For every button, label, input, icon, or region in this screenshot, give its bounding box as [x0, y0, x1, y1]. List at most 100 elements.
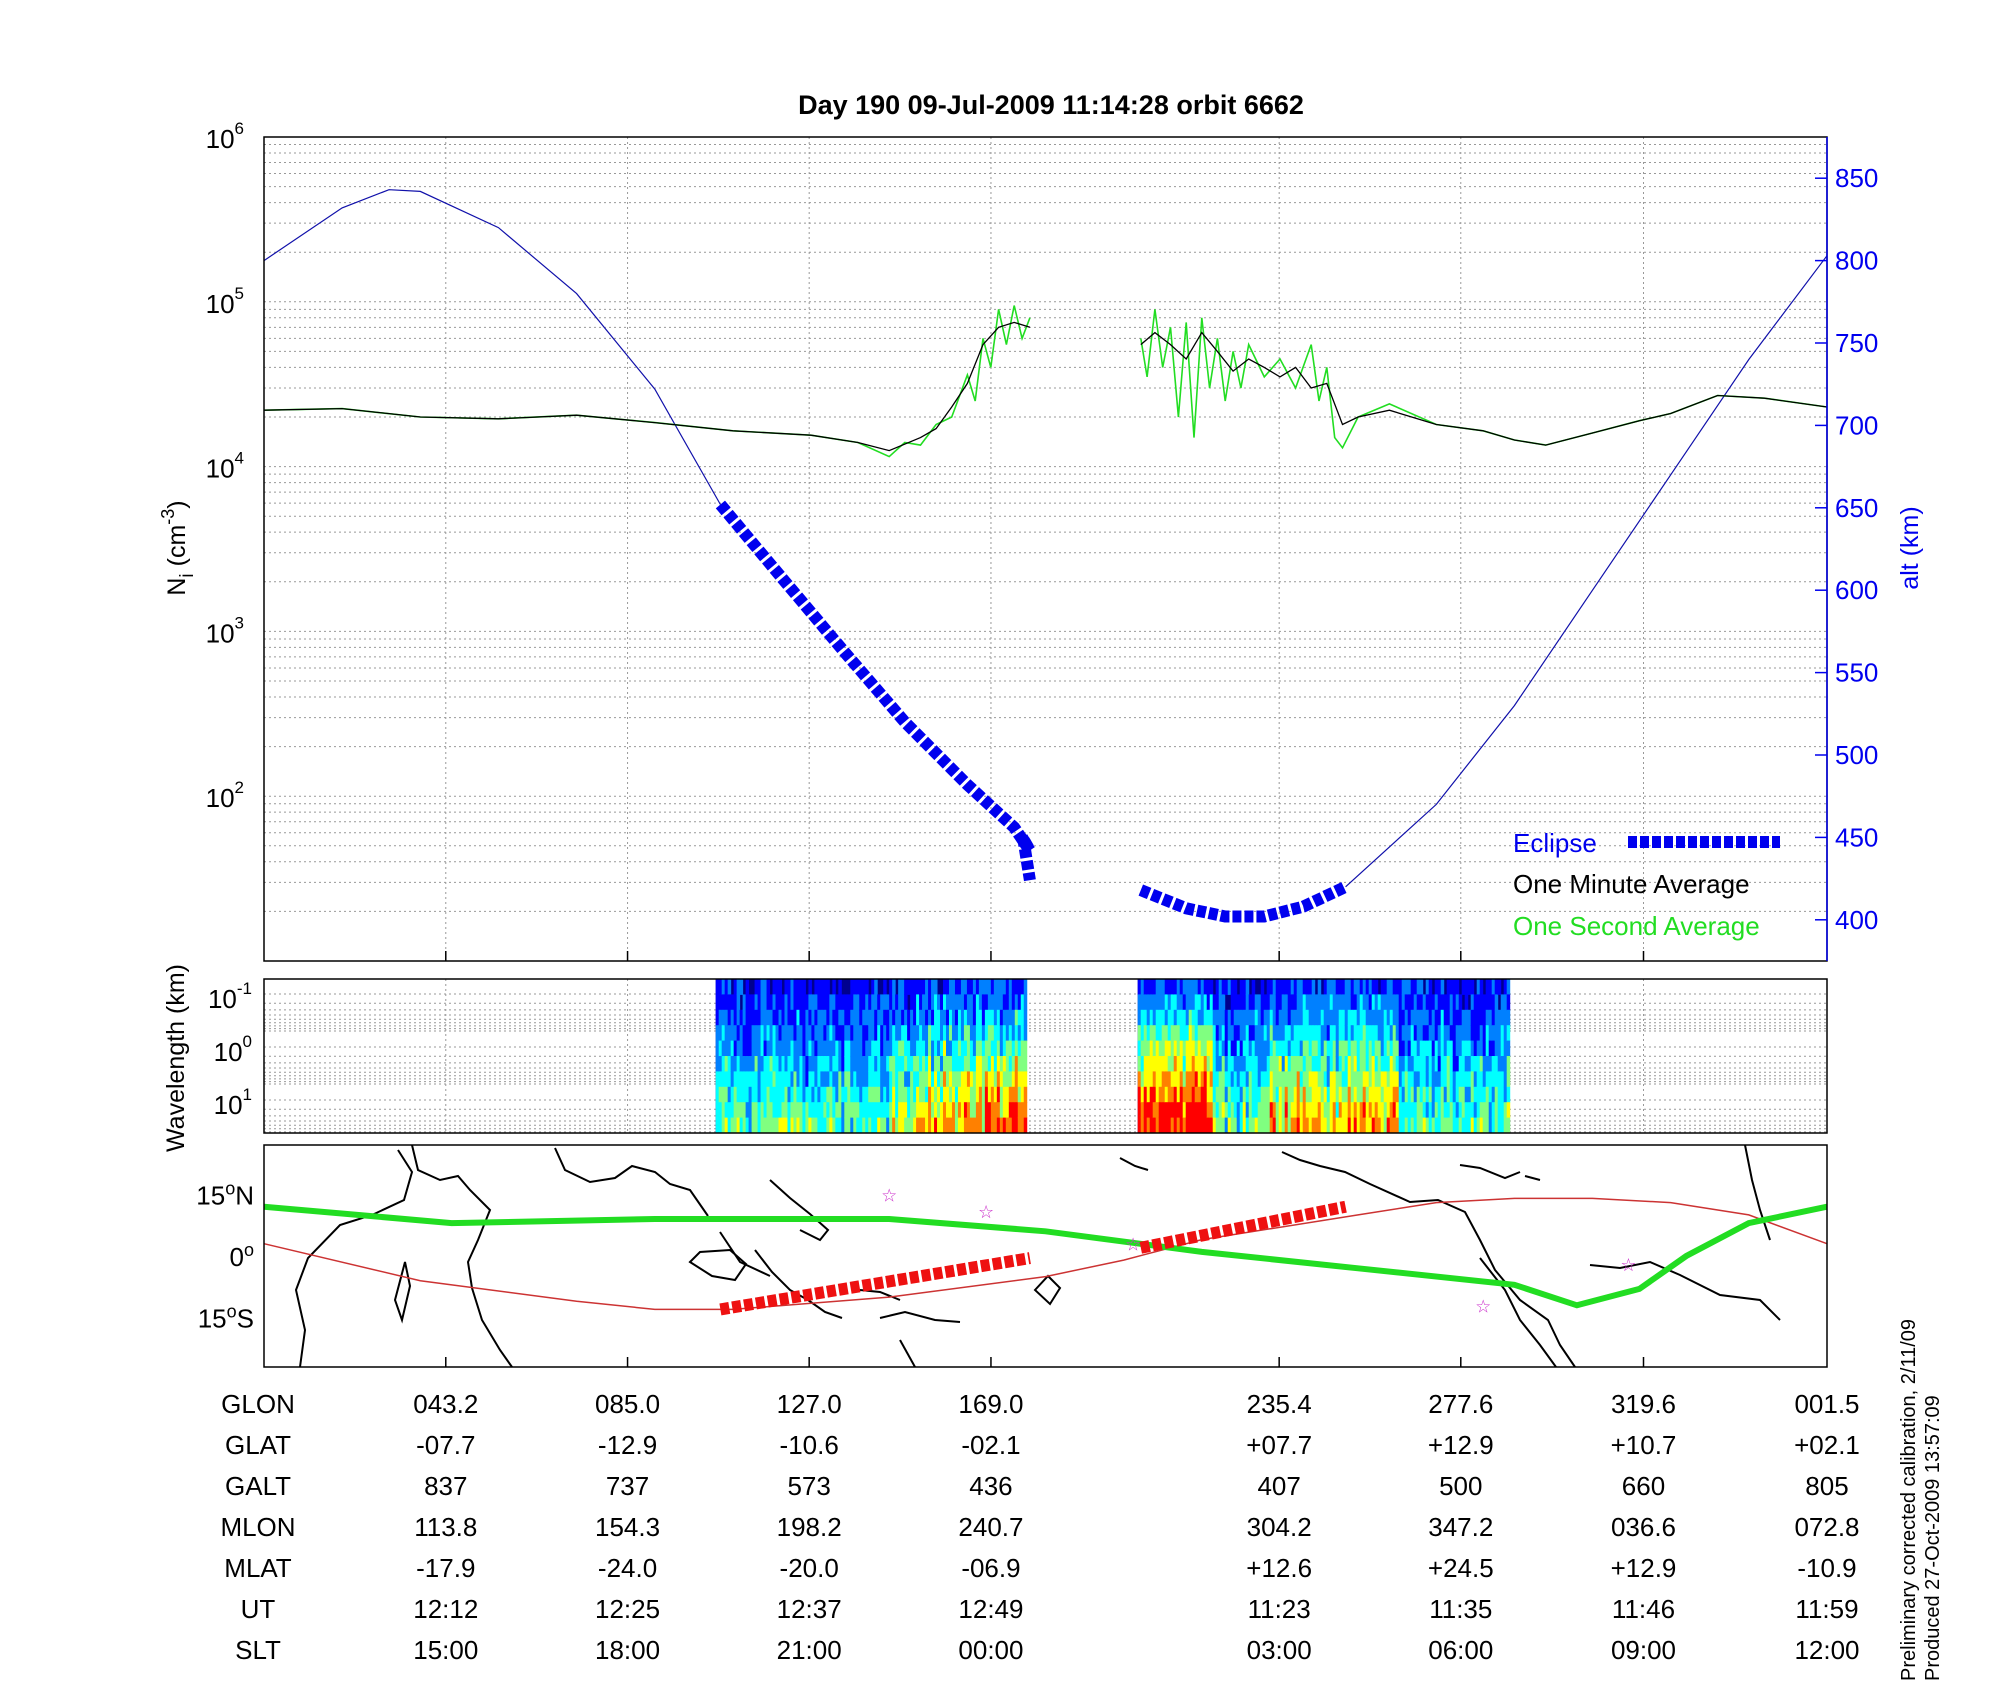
table-cell: 500	[1439, 1471, 1482, 1501]
table-cell: -20.0	[780, 1553, 839, 1583]
star-marker: ☆	[1475, 1296, 1491, 1317]
table-cell: 085.0	[595, 1389, 660, 1419]
density-panel: 102 103 104 105 106 400 450 500 550 600 650 700 750…	[158, 119, 1924, 962]
y-tick-label: 102	[206, 778, 244, 813]
series-line-one-minute-average	[1140, 331, 1828, 446]
y-right-tick-label: 700	[1835, 410, 1878, 440]
y-axis-label-density: Ni (cm-3)	[158, 500, 198, 595]
table-cell: 235.4	[1247, 1389, 1312, 1419]
table-cell: 837	[424, 1471, 467, 1501]
table-cell: 12:12	[413, 1594, 478, 1624]
table-cell: 12:49	[958, 1594, 1023, 1624]
legend-label-eclipse: Eclipse	[1513, 828, 1597, 858]
table-cell: 043.2	[413, 1389, 478, 1419]
table-cell: +12.9	[1428, 1430, 1494, 1460]
table-cell: 198.2	[777, 1512, 842, 1542]
y-right-tick-label: 450	[1835, 822, 1878, 852]
table-cell: 06:00	[1428, 1635, 1493, 1665]
star-marker: ☆	[978, 1202, 994, 1223]
table-cell: -07.7	[416, 1430, 475, 1460]
table-cell: 319.6	[1611, 1389, 1676, 1419]
spectrogram-panel: 10-1 100 101 Wavelength (km)	[162, 964, 1828, 1152]
y-tick-label: 104	[206, 449, 244, 484]
legend-label-second: One Second Average	[1513, 911, 1760, 941]
table-cell: +12.6	[1246, 1553, 1312, 1583]
table-cell: +02.1	[1794, 1430, 1860, 1460]
series-line-altitude	[263, 189, 721, 505]
calibration-note: Preliminary corrected calibration, 2/11/…	[1898, 1318, 1920, 1681]
wavelength-tick-label: 10-1	[208, 979, 252, 1014]
table-cell: 737	[606, 1471, 649, 1501]
series-line-eclipse	[1138, 881, 1349, 923]
table-cell: +10.7	[1611, 1430, 1677, 1460]
star-marker: ☆	[1125, 1235, 1141, 1256]
table-cell: +24.5	[1428, 1553, 1494, 1583]
table-cell: 436	[969, 1471, 1012, 1501]
latitude-tick-label: 15oS	[198, 1302, 254, 1334]
wavelength-tick-label: 101	[214, 1085, 252, 1120]
latitude-tick-label: 0o	[230, 1240, 254, 1272]
series-line-altitude	[1345, 255, 1828, 888]
series-line-eclipse	[715, 500, 1036, 882]
table-cell: 001.5	[1794, 1389, 1859, 1419]
table-cell: 11:35	[1429, 1594, 1492, 1624]
ephemeris-table: GLON GLAT GALT MLON MLAT UT SLT 043.2 -07.7 837 11…	[220, 1389, 1859, 1665]
row-label: GLON	[221, 1389, 295, 1419]
table-cell: 113.8	[414, 1512, 477, 1542]
table-cell: +12.9	[1611, 1553, 1677, 1583]
table-cell: -06.9	[961, 1553, 1020, 1583]
table-cell: -12.9	[598, 1430, 657, 1460]
row-label: UT	[241, 1594, 276, 1624]
table-cell: 18:00	[595, 1635, 660, 1665]
row-label: GLAT	[225, 1430, 291, 1460]
y-right-tick-label: 750	[1835, 328, 1878, 358]
y-right-tick-label: 850	[1835, 163, 1878, 193]
table-cell: 347.2	[1428, 1512, 1493, 1542]
table-cell: -10.9	[1797, 1553, 1856, 1583]
y-right-tick-label: 650	[1835, 493, 1878, 523]
row-label: GALT	[225, 1471, 291, 1501]
eclipse-track-segment	[1139, 1200, 1347, 1254]
table-cell: 11:23	[1248, 1594, 1311, 1624]
chart-title: Day 190 09-Jul-2009 11:14:28 orbit 6662	[798, 90, 1304, 120]
table-cell: -17.9	[416, 1553, 475, 1583]
spectrogram-block	[715, 979, 1028, 1134]
wavelength-tick-label: 100	[214, 1032, 252, 1067]
table-cell: 154.3	[595, 1512, 660, 1542]
y-tick-label: 105	[206, 284, 244, 319]
table-cell: 277.6	[1428, 1389, 1493, 1419]
latitude-tick-label: 15oN	[196, 1178, 254, 1210]
y-right-tick-label: 800	[1835, 246, 1878, 276]
legend: Eclipse One Minute Average One Second Av…	[1513, 828, 1780, 941]
table-cell: 12:37	[777, 1594, 842, 1624]
orbit-track	[263, 1197, 1828, 1311]
table-cell: 21:00	[777, 1635, 842, 1665]
eclipse-track-segment	[719, 1252, 1031, 1316]
y-right-tick-label: 500	[1835, 740, 1878, 770]
magnetic-equator-track	[263, 1203, 1828, 1309]
y-tick-label: 106	[206, 119, 244, 154]
table-cell: 00:00	[958, 1635, 1023, 1665]
spectrogram-block	[1137, 979, 1511, 1134]
production-date: Produced 27-Oct-2009 13:57:09	[1922, 1395, 1944, 1681]
table-cell: 240.7	[958, 1512, 1023, 1542]
table-cell: 127.0	[777, 1389, 842, 1419]
y-tick-label: 103	[206, 613, 244, 648]
table-cell: 11:59	[1795, 1594, 1858, 1624]
row-label: MLAT	[224, 1553, 292, 1583]
map-panel: ☆ ☆ ☆ ☆ ☆ 15oN 0o 15oS	[196, 1144, 1828, 1368]
table-cell: -24.0	[598, 1553, 657, 1583]
row-label: SLT	[235, 1635, 281, 1665]
table-cell: 805	[1805, 1471, 1848, 1501]
y-axis-label-wavelength: Wavelength (km)	[162, 964, 190, 1152]
table-cell: 573	[787, 1471, 830, 1501]
y-right-tick-label: 600	[1835, 575, 1878, 605]
table-cell: 11:46	[1612, 1594, 1675, 1624]
row-label: MLON	[220, 1512, 295, 1542]
table-cell: -10.6	[780, 1430, 839, 1460]
star-marker: ☆	[1620, 1255, 1636, 1276]
table-cell: 09:00	[1611, 1635, 1676, 1665]
y-axis-label-altitude: alt (km)	[1896, 506, 1924, 589]
legend-label-minute: One Minute Average	[1513, 869, 1750, 899]
